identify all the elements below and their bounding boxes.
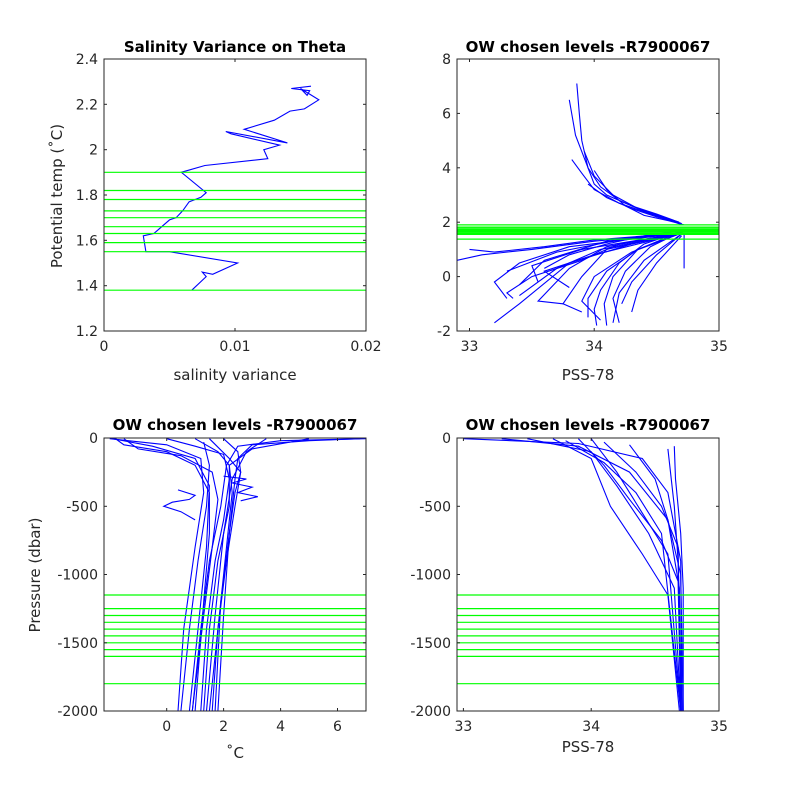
panel-title: OW chosen levels -R7900067 <box>113 416 358 434</box>
y-tick-label: -1500 <box>57 636 98 652</box>
x-tick-label: 35 <box>710 339 728 355</box>
y-tick-label: 1.2 <box>76 324 98 340</box>
x-tick-label: 0 <box>100 339 109 355</box>
y-tick-label: -1000 <box>410 568 451 584</box>
x-tick-label: 33 <box>454 719 472 735</box>
series-line-11 <box>612 232 684 323</box>
plot-area <box>457 59 719 331</box>
series-line-19 <box>536 232 682 305</box>
series-line-23 <box>519 232 682 297</box>
series-line-4 <box>593 170 685 226</box>
x-tick-label: 2 <box>219 719 228 735</box>
y-tick-label: 4 <box>442 161 451 177</box>
x-axis-label: PSS-78 <box>562 366 615 384</box>
y-tick-label: 0 <box>442 270 451 286</box>
y-tick-label: -2000 <box>57 704 98 720</box>
series-line-25 <box>621 232 684 305</box>
plot-marks <box>104 438 366 711</box>
series-line-6 <box>629 444 684 711</box>
y-tick-label: -500 <box>419 499 451 515</box>
panel-title: Salinity Variance on Theta <box>124 38 346 56</box>
series-line-3 <box>571 159 682 225</box>
plot-marks <box>457 438 719 711</box>
x-tick-label: 34 <box>585 339 603 355</box>
x-tick-label: 35 <box>710 719 728 735</box>
x-tick-label: 0.01 <box>219 339 250 355</box>
ow-levels-salinity-theta-panel: 33 34 35 -2 0 2 4 6 8 OW chosen levels -R7900067 P… <box>437 38 728 384</box>
y-tick-label: 1.4 <box>76 279 98 295</box>
x-axis-label: ˚C <box>226 744 244 762</box>
x-axis-label: salinity variance <box>173 366 296 384</box>
ow-levels-temperature-pressure-panel: 0 2 4 6 -2000 -1500 -1000 -500 0 OW chosen levels… <box>26 416 367 762</box>
series-line-26 <box>587 232 682 318</box>
series-line-12 <box>223 475 258 502</box>
y-tick-label: -1000 <box>57 568 98 584</box>
series-line-2 <box>123 438 219 711</box>
series-line-9 <box>565 440 682 711</box>
y-tick-label: 0 <box>89 431 98 447</box>
y-tick-label: 2.2 <box>76 97 98 113</box>
series-line-7 <box>593 229 685 326</box>
y-tick-label: -2 <box>437 324 451 340</box>
salinity-variance-panel: 0 0.01 0.02 1.2 1.4 1.6 1.8 2 2.2 2.4 Salinity Var… <box>48 38 382 384</box>
ow-levels-salinity-pressure-panel: 33 34 35 -2000 -1500 -1000 -500 0 OW chosen leve… <box>410 416 728 756</box>
series-line-10 <box>603 441 682 711</box>
y-axis-label: Pressure (dbar) <box>26 518 44 633</box>
y-axis-label: Potential temp (˚C) <box>48 124 66 268</box>
y-tick-label: -1500 <box>410 636 451 652</box>
series-line-11 <box>162 489 197 521</box>
axes-frame <box>456 58 720 332</box>
x-axis-label: PSS-78 <box>562 738 615 756</box>
series-line-14 <box>205 438 267 711</box>
series-line-8 <box>603 229 685 326</box>
series-line-3 <box>166 438 230 711</box>
x-tick-label: 34 <box>582 719 600 735</box>
x-tick-label: 33 <box>461 339 479 355</box>
plot-area <box>104 59 366 331</box>
plot-marks <box>104 85 366 291</box>
x-tick-label: 0.02 <box>350 339 381 355</box>
panel-title: OW chosen levels -R7900067 <box>466 38 711 56</box>
series-line-7 <box>191 438 366 711</box>
x-tick-label: 4 <box>276 719 285 735</box>
series-line-12 <box>631 235 683 313</box>
series-line-24 <box>562 232 682 313</box>
y-tick-label: -500 <box>66 499 98 515</box>
y-tick-label: 0 <box>442 431 451 447</box>
series-line-5 <box>590 438 682 711</box>
y-tick-label: 2 <box>89 143 98 159</box>
series-line-20 <box>531 232 682 283</box>
y-tick-label: 8 <box>442 52 451 68</box>
y-tick-label: 1.6 <box>76 233 98 249</box>
series-line-22 <box>493 232 682 299</box>
y-tick-label: 6 <box>442 106 451 122</box>
y-tick-label: 1.8 <box>76 188 98 204</box>
x-tick-label: 6 <box>333 719 342 735</box>
panel-title: OW chosen levels -R7900067 <box>466 416 711 434</box>
y-tick-label: 2.4 <box>76 52 98 68</box>
series-line-5 <box>587 183 682 225</box>
x-tick-label: 0 <box>162 719 171 735</box>
y-tick-label: 2 <box>442 215 451 231</box>
y-tick-label: -2000 <box>410 704 451 720</box>
series-line-17 <box>469 232 682 253</box>
series-line-2 <box>583 151 680 223</box>
plot-marks <box>457 83 719 326</box>
